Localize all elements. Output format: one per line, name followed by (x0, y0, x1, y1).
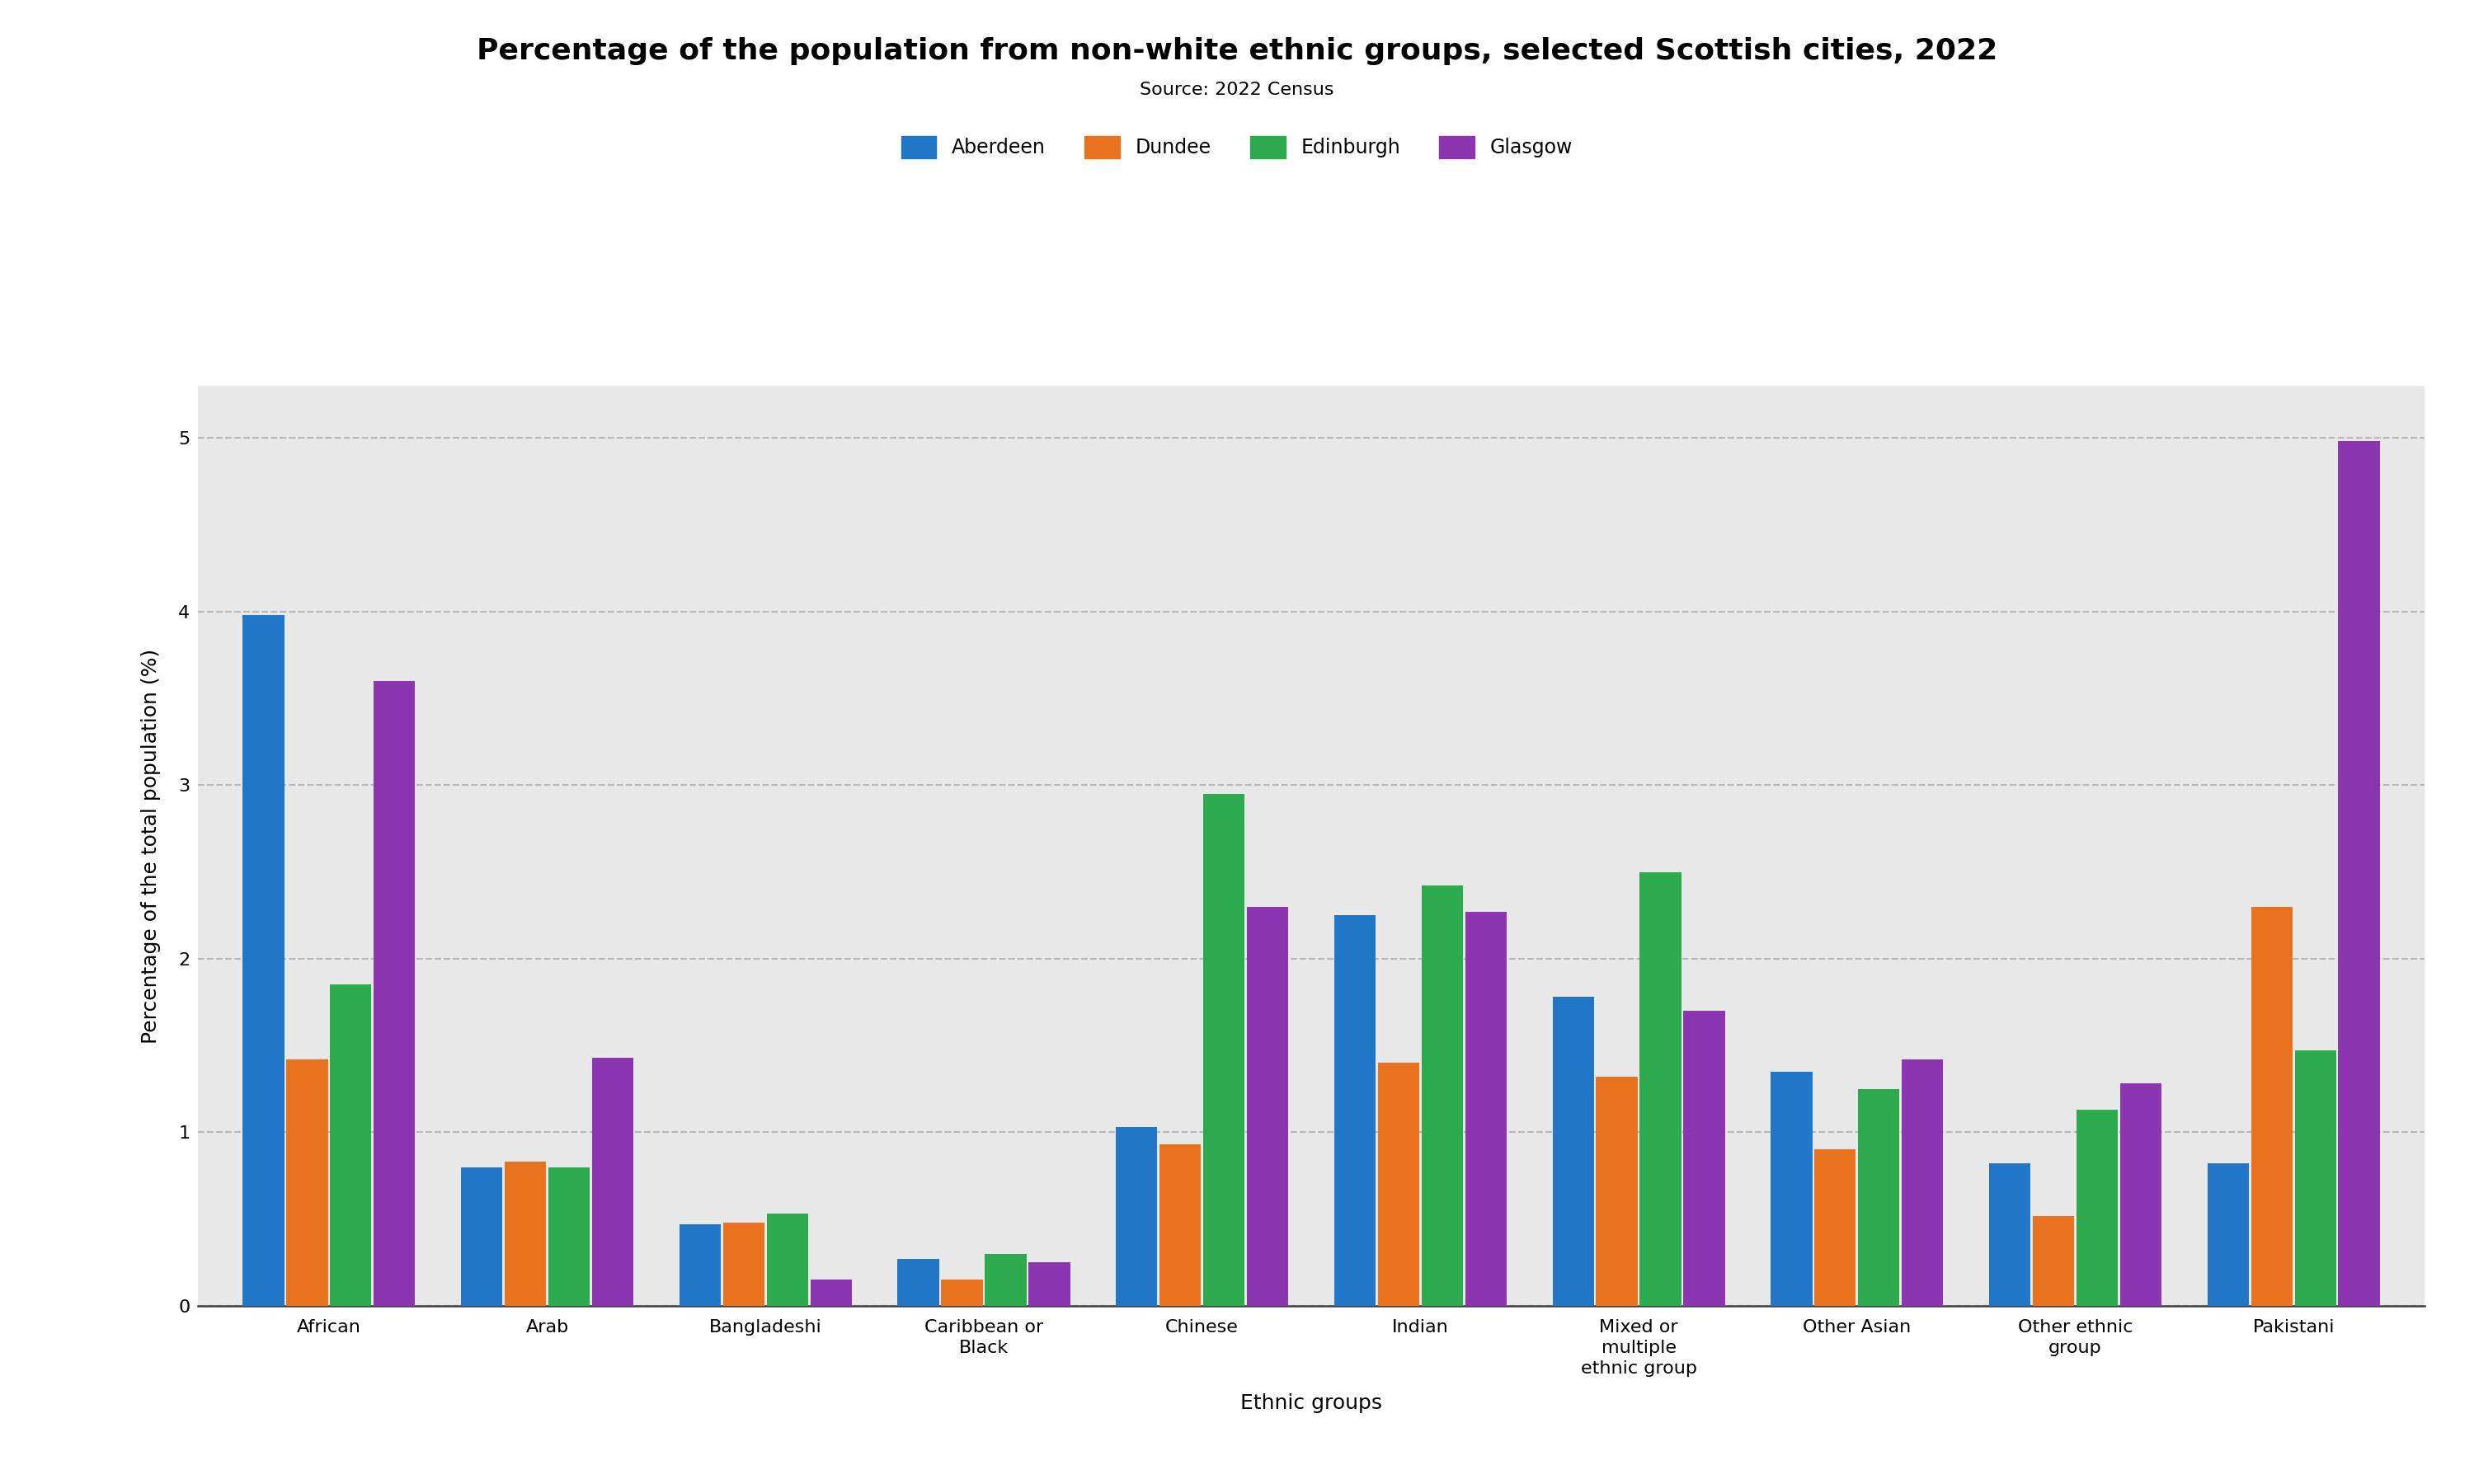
Bar (2076, 1110, 2118, 1306)
Bar (1029, 1263, 1069, 1306)
Bar (2034, 1215, 2073, 1306)
Bar (287, 1060, 327, 1306)
Bar (2296, 1051, 2335, 1306)
Bar (1596, 1077, 1638, 1306)
Bar (1247, 907, 1289, 1306)
Bar (1116, 1128, 1158, 1306)
Bar (767, 1214, 809, 1306)
Bar (680, 1224, 720, 1306)
Bar (1640, 873, 1682, 1306)
Bar (1858, 1089, 1900, 1306)
Bar (1160, 1144, 1200, 1306)
Bar (329, 985, 371, 1306)
Bar (2120, 1083, 2162, 1306)
Bar (722, 1223, 764, 1306)
Bar (1202, 794, 1244, 1306)
Bar (811, 1279, 851, 1306)
Bar (1682, 1011, 1724, 1306)
Bar (1903, 1060, 1942, 1306)
Bar (1813, 1150, 1856, 1306)
Bar (505, 1162, 547, 1306)
Bar (1423, 886, 1462, 1306)
Bar (940, 1279, 982, 1306)
Bar (242, 614, 285, 1306)
Bar (1771, 1071, 1813, 1306)
Text: Source: 2022 Census: Source: 2022 Census (1141, 82, 1333, 98)
Bar (460, 1166, 502, 1306)
Legend: Aberdeen, Dundee, Edinburgh, Glasgow: Aberdeen, Dundee, Edinburgh, Glasgow (901, 137, 1573, 159)
Bar (2251, 907, 2293, 1306)
Bar (549, 1166, 589, 1306)
Bar (1465, 911, 1507, 1306)
Bar (374, 681, 416, 1306)
X-axis label: Ethnic groups: Ethnic groups (1239, 1393, 1383, 1413)
Bar (1989, 1163, 2031, 1306)
Bar (1333, 916, 1376, 1306)
Bar (898, 1258, 940, 1306)
Bar (2207, 1163, 2249, 1306)
Bar (985, 1254, 1027, 1306)
Bar (591, 1058, 633, 1306)
Text: Percentage of the population from non-white ethnic groups, selected Scottish cit: Percentage of the population from non-wh… (477, 37, 1997, 65)
Bar (1378, 1063, 1420, 1306)
Y-axis label: Percentage of the total population (%): Percentage of the total population (%) (141, 649, 161, 1043)
Bar (1554, 997, 1593, 1306)
Bar (2338, 441, 2380, 1306)
